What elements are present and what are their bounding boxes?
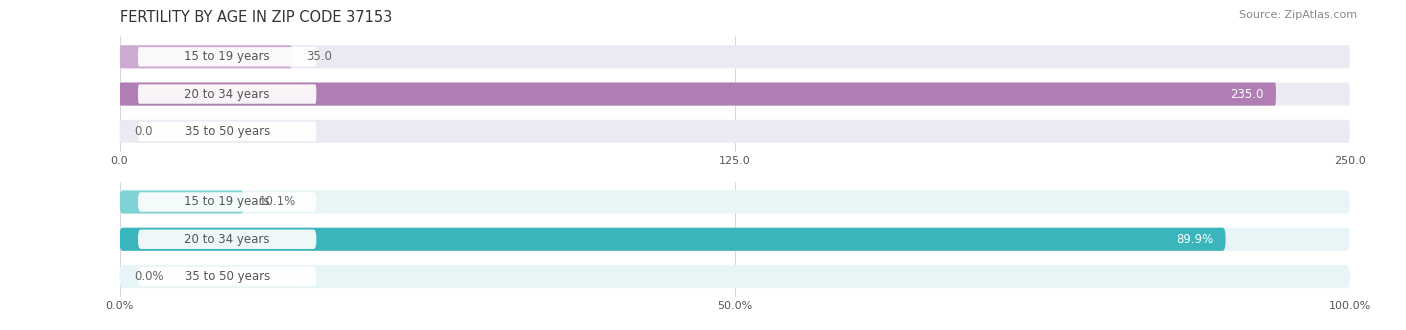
Text: 235.0: 235.0	[1230, 87, 1264, 101]
FancyBboxPatch shape	[120, 120, 1350, 143]
Text: 20 to 34 years: 20 to 34 years	[184, 87, 270, 101]
Text: 20 to 34 years: 20 to 34 years	[184, 233, 270, 246]
FancyBboxPatch shape	[138, 230, 316, 249]
FancyBboxPatch shape	[120, 45, 1350, 68]
Text: FERTILITY BY AGE IN ZIP CODE 37153: FERTILITY BY AGE IN ZIP CODE 37153	[120, 10, 392, 25]
FancyBboxPatch shape	[120, 265, 1350, 288]
FancyBboxPatch shape	[138, 267, 316, 286]
FancyBboxPatch shape	[138, 122, 316, 141]
FancyBboxPatch shape	[120, 228, 1226, 251]
FancyBboxPatch shape	[138, 84, 316, 104]
Text: 0.0: 0.0	[135, 125, 153, 138]
FancyBboxPatch shape	[120, 82, 1350, 106]
FancyBboxPatch shape	[120, 228, 1350, 251]
Text: 35 to 50 years: 35 to 50 years	[184, 270, 270, 283]
Text: 15 to 19 years: 15 to 19 years	[184, 50, 270, 63]
FancyBboxPatch shape	[120, 190, 243, 214]
Text: 89.9%: 89.9%	[1175, 233, 1213, 246]
Text: 15 to 19 years: 15 to 19 years	[184, 195, 270, 209]
Text: 35 to 50 years: 35 to 50 years	[184, 125, 270, 138]
FancyBboxPatch shape	[120, 45, 292, 68]
Text: 0.0%: 0.0%	[135, 270, 165, 283]
Text: 35.0: 35.0	[307, 50, 332, 63]
Text: 10.1%: 10.1%	[259, 195, 295, 209]
FancyBboxPatch shape	[120, 82, 1277, 106]
Text: Source: ZipAtlas.com: Source: ZipAtlas.com	[1239, 10, 1357, 20]
FancyBboxPatch shape	[120, 190, 1350, 214]
FancyBboxPatch shape	[138, 47, 316, 66]
FancyBboxPatch shape	[138, 192, 316, 212]
